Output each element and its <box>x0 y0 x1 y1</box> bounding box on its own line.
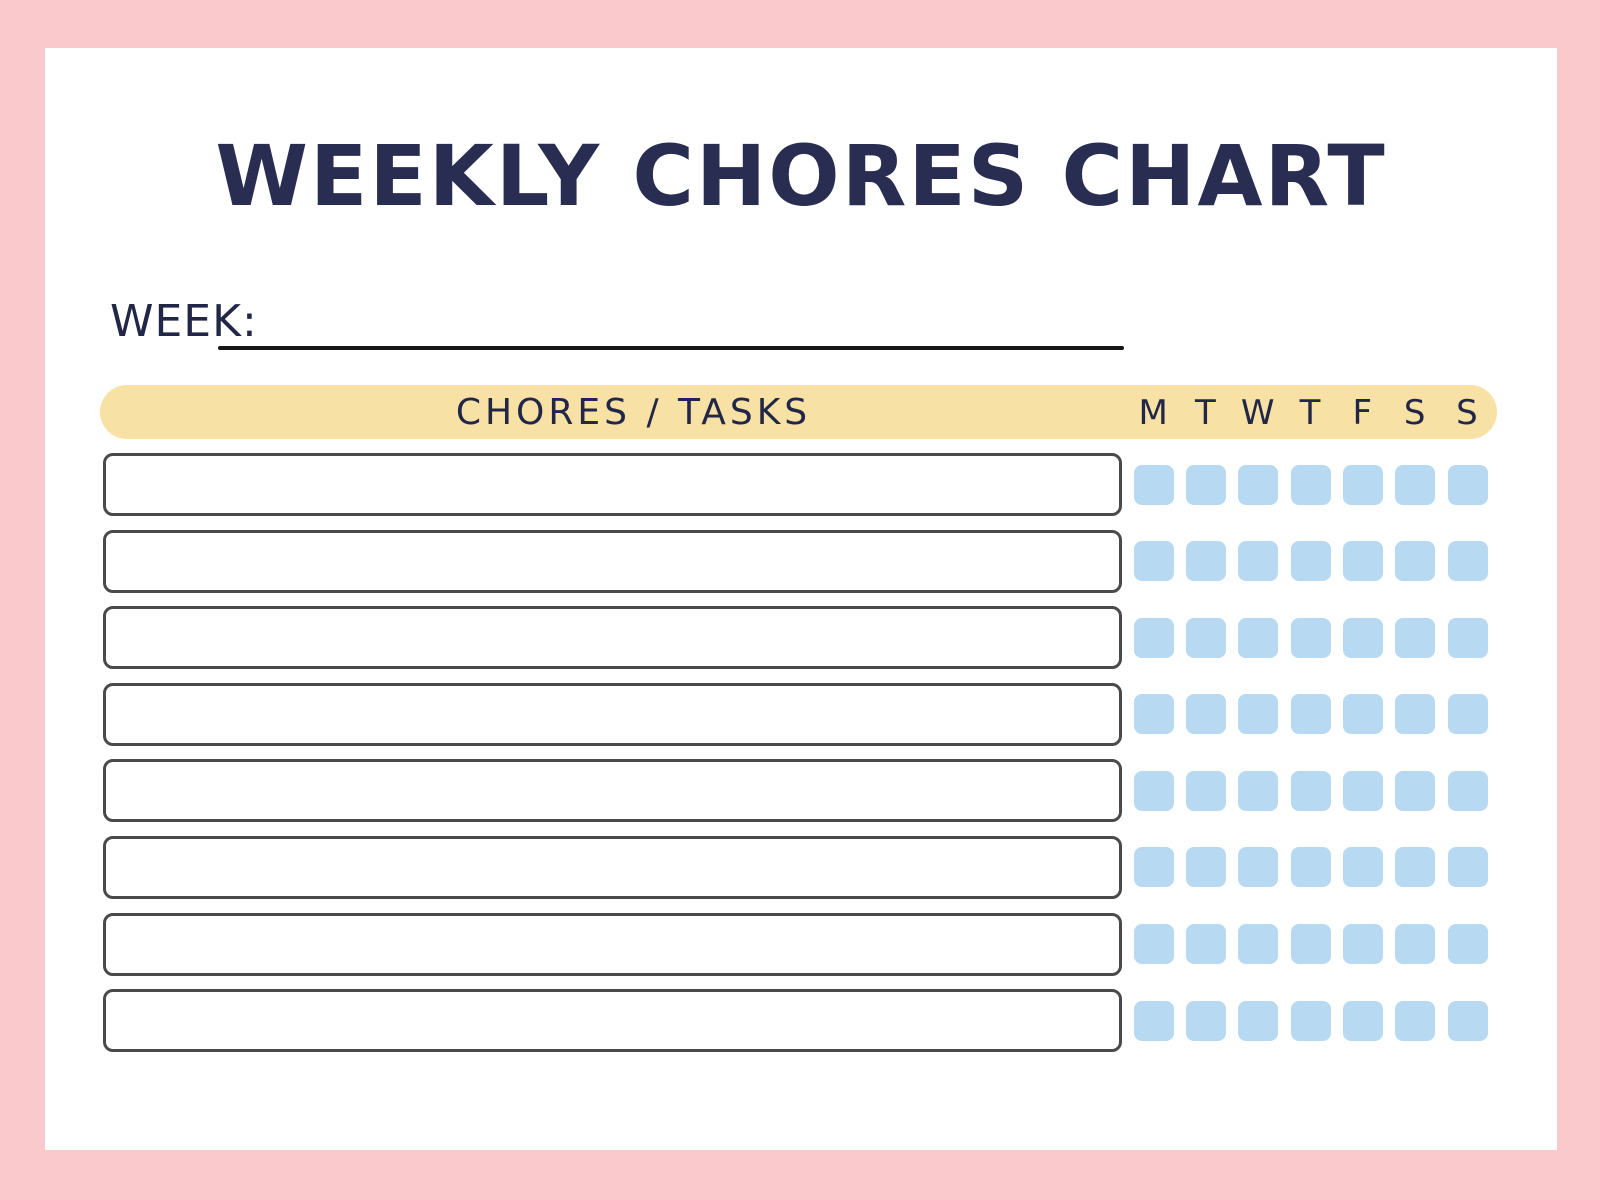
day-checkbox-saturday[interactable] <box>1395 694 1436 735</box>
day-checkbox-group <box>1133 1000 1488 1041</box>
chore-input-box[interactable] <box>103 759 1122 823</box>
day-headers: M T W T F S S <box>1127 385 1493 439</box>
day-checkbox-friday[interactable] <box>1342 617 1383 658</box>
day-checkbox-group <box>1133 924 1488 965</box>
day-checkbox-sunday[interactable] <box>1447 464 1488 505</box>
day-checkbox-thursday[interactable] <box>1290 464 1331 505</box>
day-checkbox-wednesday[interactable] <box>1238 924 1279 965</box>
day-checkbox-saturday[interactable] <box>1395 464 1436 505</box>
day-checkbox-tuesday[interactable] <box>1186 924 1227 965</box>
day-checkbox-thursday[interactable] <box>1290 847 1331 888</box>
day-checkbox-friday[interactable] <box>1342 770 1383 811</box>
day-checkbox-wednesday[interactable] <box>1238 694 1279 735</box>
day-checkbox-tuesday[interactable] <box>1186 541 1227 582</box>
day-checkbox-thursday[interactable] <box>1290 541 1331 582</box>
day-header-sunday: S <box>1456 393 1478 433</box>
day-checkbox-group <box>1133 694 1488 735</box>
day-checkbox-tuesday[interactable] <box>1186 1000 1227 1041</box>
chore-input-box[interactable] <box>103 682 1122 746</box>
chores-tasks-header: CHORES / TASKS <box>455 392 812 433</box>
table-header-banner: CHORES / TASKS M T W T F S S <box>100 385 1497 439</box>
day-checkbox-sunday[interactable] <box>1447 1000 1488 1041</box>
day-checkbox-tuesday[interactable] <box>1186 770 1227 811</box>
day-checkbox-saturday[interactable] <box>1395 924 1436 965</box>
day-checkbox-group <box>1133 770 1488 811</box>
day-checkbox-monday[interactable] <box>1133 694 1174 735</box>
day-checkbox-monday[interactable] <box>1133 541 1174 582</box>
day-checkbox-friday[interactable] <box>1342 1000 1383 1041</box>
day-checkbox-friday[interactable] <box>1342 694 1383 735</box>
day-checkbox-wednesday[interactable] <box>1238 464 1279 505</box>
day-checkbox-wednesday[interactable] <box>1238 770 1279 811</box>
day-checkbox-monday[interactable] <box>1133 847 1174 888</box>
day-header-tuesday: T <box>1195 393 1216 433</box>
day-checkbox-wednesday[interactable] <box>1238 541 1279 582</box>
week-label: WEEK: <box>110 296 258 347</box>
day-checkbox-group <box>1133 541 1488 582</box>
day-checkbox-tuesday[interactable] <box>1186 847 1227 888</box>
chore-input-box[interactable] <box>103 835 1122 899</box>
chore-input-box[interactable] <box>103 912 1122 976</box>
day-header-monday: M <box>1138 393 1168 433</box>
day-checkbox-thursday[interactable] <box>1290 617 1331 658</box>
day-header-thursday: T <box>1299 393 1321 433</box>
day-checkbox-tuesday[interactable] <box>1186 617 1227 658</box>
day-checkbox-sunday[interactable] <box>1447 924 1488 965</box>
chart-page: WEEKLY CHORES CHART WEEK: CHORES / TASKS… <box>45 48 1557 1150</box>
chore-input-box[interactable] <box>103 606 1122 670</box>
day-checkbox-saturday[interactable] <box>1395 847 1436 888</box>
day-checkbox-monday[interactable] <box>1133 464 1174 505</box>
day-checkbox-group <box>1133 847 1488 888</box>
day-checkbox-sunday[interactable] <box>1447 847 1488 888</box>
day-checkbox-saturday[interactable] <box>1395 770 1436 811</box>
day-checkbox-monday[interactable] <box>1133 617 1174 658</box>
day-header-wednesday: W <box>1240 393 1275 433</box>
day-checkbox-sunday[interactable] <box>1447 694 1488 735</box>
week-input-line[interactable] <box>218 346 1124 350</box>
day-checkbox-tuesday[interactable] <box>1186 694 1227 735</box>
day-checkbox-sunday[interactable] <box>1447 770 1488 811</box>
day-checkbox-thursday[interactable] <box>1290 694 1331 735</box>
day-checkbox-wednesday[interactable] <box>1238 847 1279 888</box>
day-checkbox-monday[interactable] <box>1133 770 1174 811</box>
day-checkbox-thursday[interactable] <box>1290 770 1331 811</box>
day-header-friday: F <box>1352 393 1373 433</box>
day-checkbox-group <box>1133 617 1488 658</box>
day-checkbox-thursday[interactable] <box>1290 1000 1331 1041</box>
day-checkbox-friday[interactable] <box>1342 464 1383 505</box>
day-checkbox-friday[interactable] <box>1342 847 1383 888</box>
day-checkbox-tuesday[interactable] <box>1186 464 1227 505</box>
day-checkbox-friday[interactable] <box>1342 541 1383 582</box>
page-title: WEEKLY CHORES CHART <box>215 127 1387 225</box>
day-checkbox-saturday[interactable] <box>1395 1000 1436 1041</box>
day-checkbox-monday[interactable] <box>1133 924 1174 965</box>
day-checkbox-monday[interactable] <box>1133 1000 1174 1041</box>
day-checkbox-friday[interactable] <box>1342 924 1383 965</box>
chore-input-box[interactable] <box>103 989 1122 1053</box>
chore-input-box[interactable] <box>103 529 1122 593</box>
day-checkbox-wednesday[interactable] <box>1238 617 1279 658</box>
day-checkbox-saturday[interactable] <box>1395 617 1436 658</box>
day-checkbox-sunday[interactable] <box>1447 617 1488 658</box>
day-checkbox-saturday[interactable] <box>1395 541 1436 582</box>
day-checkbox-sunday[interactable] <box>1447 541 1488 582</box>
chore-input-box[interactable] <box>103 453 1122 516</box>
day-checkbox-thursday[interactable] <box>1290 924 1331 965</box>
day-checkbox-group <box>1133 464 1488 505</box>
day-checkbox-wednesday[interactable] <box>1238 1000 1279 1041</box>
day-header-saturday: S <box>1403 393 1426 433</box>
